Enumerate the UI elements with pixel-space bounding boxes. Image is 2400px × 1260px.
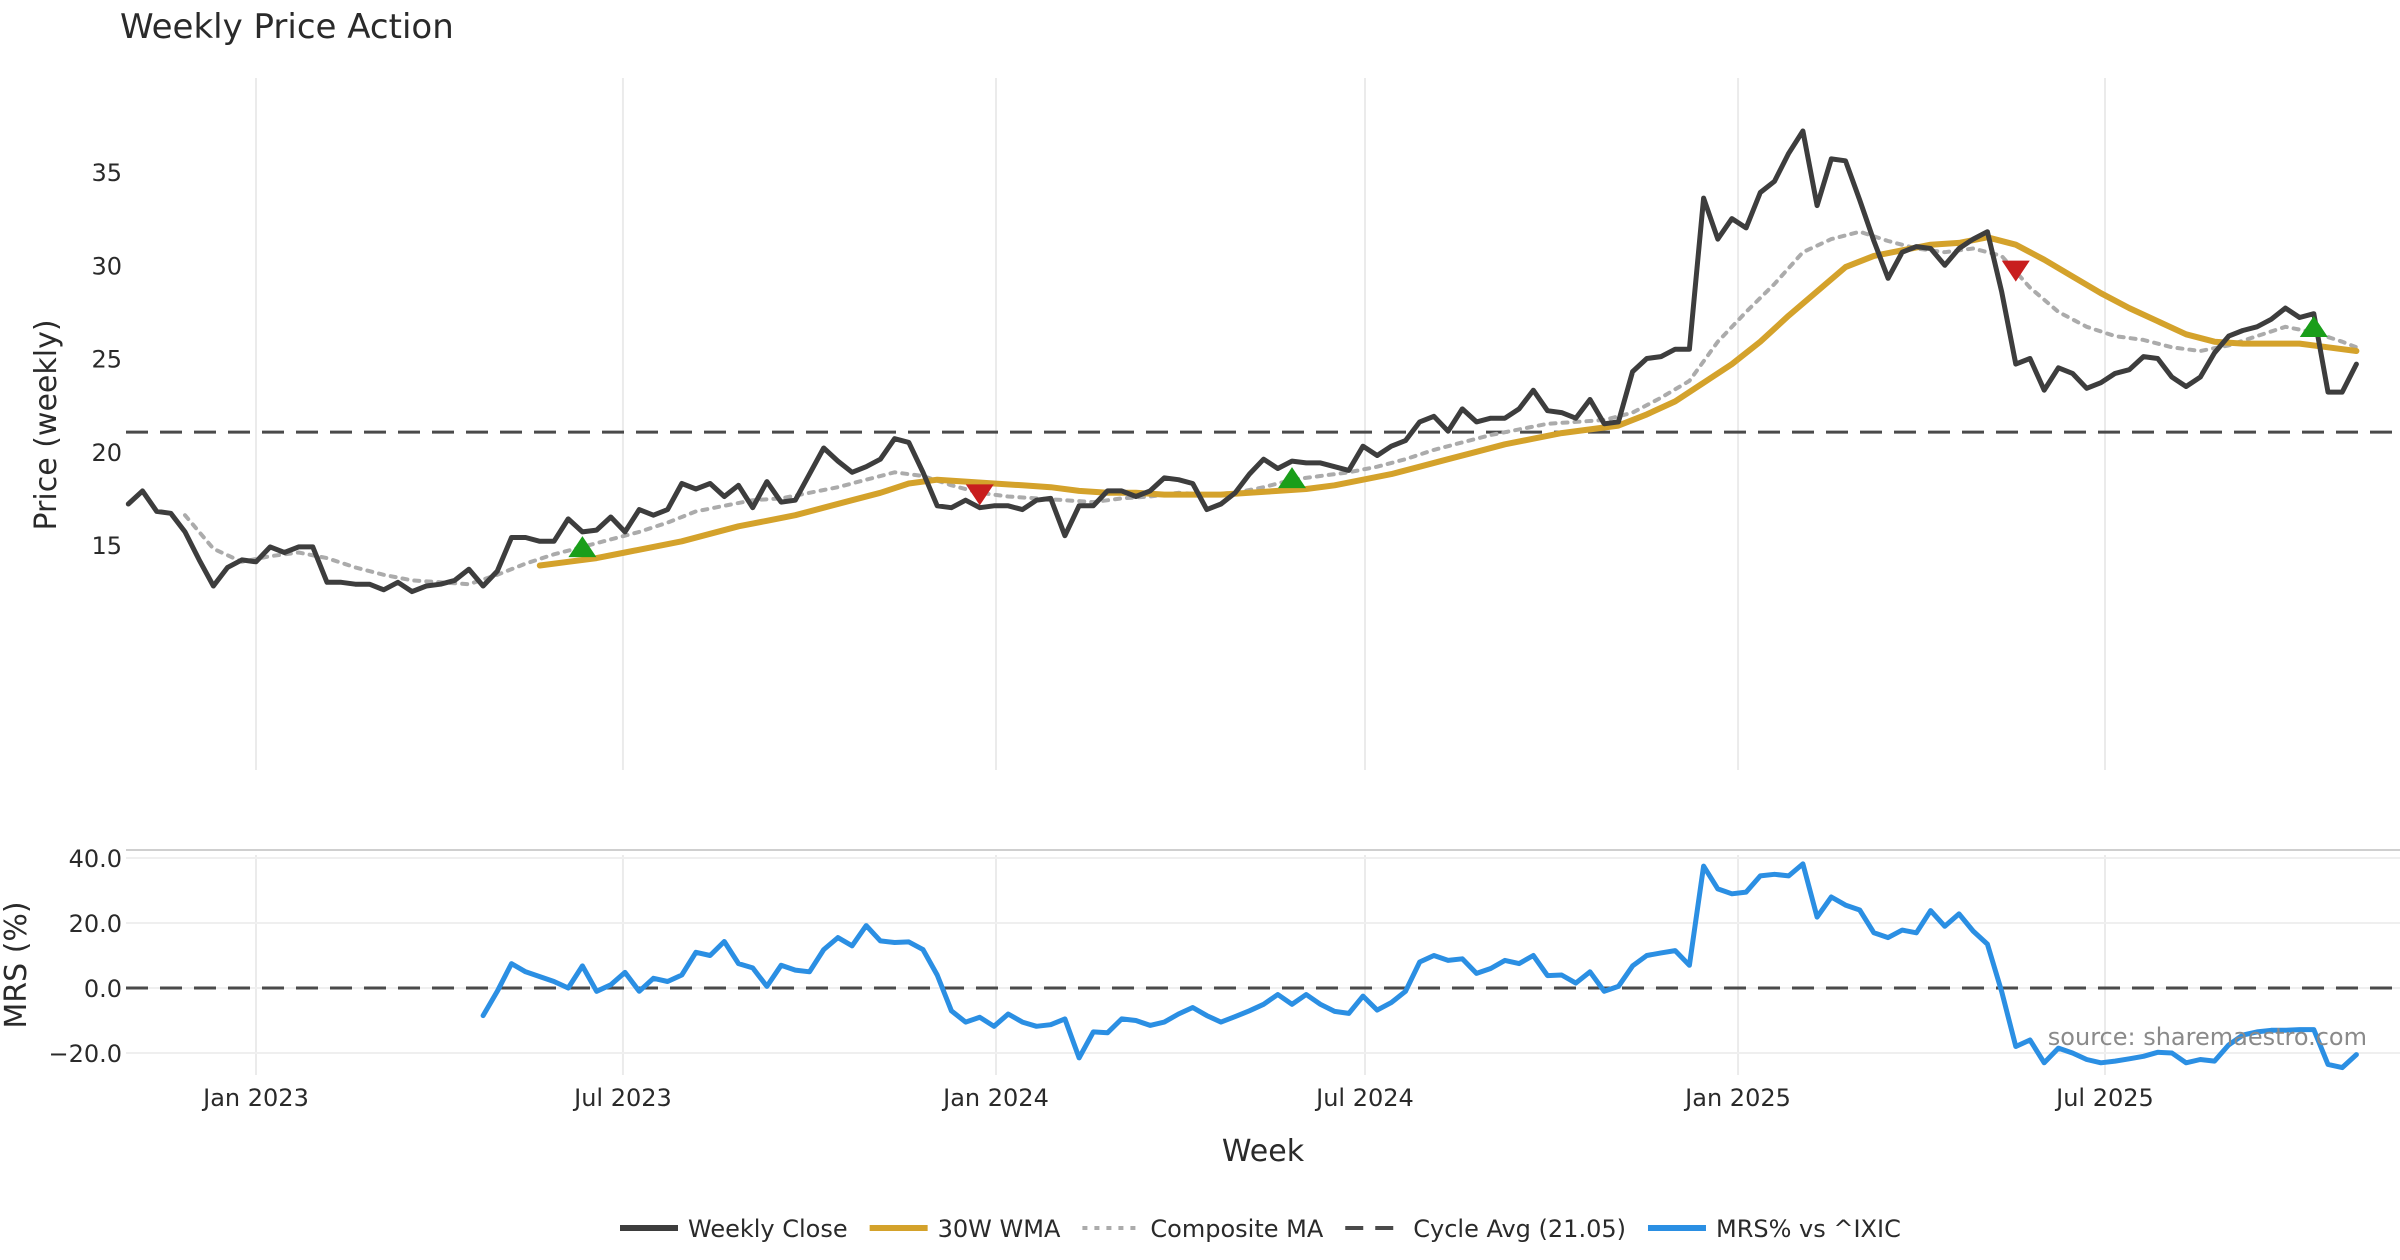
signal-markers [568,260,2328,558]
x-tick-label: Jan 2023 [201,1084,309,1112]
x-axis-label: Week [1222,1134,1305,1169]
mrs-y-tick-label: −20.0 [48,1040,122,1068]
legend: Weekly Close 30W WMA Composite MA Cycle Avg… [620,1215,1901,1243]
buy-signal-marker [2299,316,2328,338]
buy-signal-marker [568,536,597,558]
mrs-y-tick-label: 40.0 [69,845,122,873]
wma-30w-line [536,234,2360,569]
composite-ma-line [183,229,2359,587]
legend-label: Weekly Close [688,1215,848,1243]
legend-item: Cycle Avg (21.05) [1345,1215,1626,1243]
x-tick-label: Jul 2025 [2054,1084,2154,1112]
price-panel-grid [255,78,2106,770]
buy-signal-marker [1278,467,1306,489]
legend-item: Weekly Close [620,1215,848,1243]
x-axis-ticks: Jan 2023 Jul 2023 Jan 2024 Jul 2024 Jan 2025… [201,1084,2154,1112]
price-y-tick-label: 25 [91,346,122,374]
chart-title: Weekly Price Action [120,7,454,47]
x-tick-label: Jul 2024 [1314,1084,1414,1112]
legend-label: Cycle Avg (21.05) [1413,1215,1626,1243]
mrs-line [480,861,2359,1071]
price-y-axis-label: Price (weekly) [29,319,64,530]
legend-item: MRS% vs ^IXIC [1647,1215,1901,1243]
price-y-tick-label: 15 [91,532,122,560]
sell-signal-marker [965,484,994,506]
price-y-tick-label: 20 [91,439,122,467]
legend-item: Composite MA [1082,1215,1324,1243]
mrs-y-tick-label: 20.0 [69,910,122,938]
legend-label: Composite MA [1150,1215,1323,1243]
mrs-y-tick-label: 0.0 [84,975,122,1003]
legend-item: 30W WMA [869,1215,1061,1243]
price-y-tick-label: 30 [91,252,122,280]
price-series-group [125,128,2360,595]
legend-label: 30W WMA [938,1215,1061,1243]
price-y-tick-label: 35 [91,159,122,187]
x-tick-label: Jan 2024 [941,1084,1049,1112]
x-tick-label: Jan 2025 [1683,1084,1791,1112]
sell-signal-marker [2001,260,2030,282]
mrs-y-axis-label: MRS (%) [0,901,34,1028]
mrs-y-axis-ticks: 40.0 20.0 0.0 −20.0 [48,845,122,1068]
source-annotation: source: sharemaestro.com [2048,1023,2367,1051]
mrs-series-group [480,861,2359,1071]
weekly-close-line [125,128,2359,595]
x-tick-label: Jul 2023 [572,1084,672,1112]
mrs-panel-grid [126,855,2400,1075]
legend-label: MRS% vs ^IXIC [1716,1215,1901,1243]
price-y-axis-ticks: 15 20 25 30 35 [91,159,122,560]
